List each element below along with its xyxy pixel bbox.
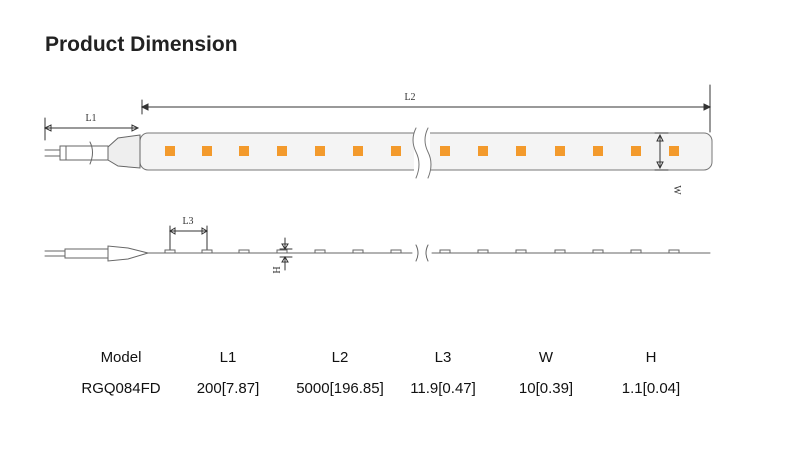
label-w: W — [671, 185, 682, 195]
leds — [165, 146, 679, 156]
table-cell: 200[7.87] — [197, 380, 260, 397]
dimension-lines — [43, 84, 712, 271]
table-header: L2 — [332, 349, 349, 366]
label-h: H — [270, 266, 281, 273]
table-cell: RGQ084FD — [81, 380, 160, 397]
table-header: W — [539, 349, 554, 366]
break-lines — [412, 127, 432, 179]
table-cell: 10[0.39] — [519, 380, 573, 397]
break — [414, 125, 430, 179]
wire — [44, 141, 109, 165]
table-cell: 11.9[0.47] — [410, 380, 476, 397]
title: Product Dimension — [45, 33, 238, 56]
label-l3: L3 — [182, 216, 193, 227]
connector — [107, 134, 141, 169]
spec-table: Model L1 L2 L3 W H RGQ084FD 200[7.87] 50… — [81, 349, 680, 397]
strip-side — [44, 244, 711, 262]
label-l2: L2 — [404, 92, 415, 103]
label-l1: L1 — [85, 113, 96, 124]
table-header: L3 — [435, 349, 452, 366]
table-cell: 1.1[0.04] — [622, 380, 680, 397]
table-header: Model — [101, 349, 142, 366]
table-header: H — [646, 349, 657, 366]
table-header: L1 — [220, 349, 237, 366]
table-cell: 5000[196.85] — [296, 380, 384, 397]
